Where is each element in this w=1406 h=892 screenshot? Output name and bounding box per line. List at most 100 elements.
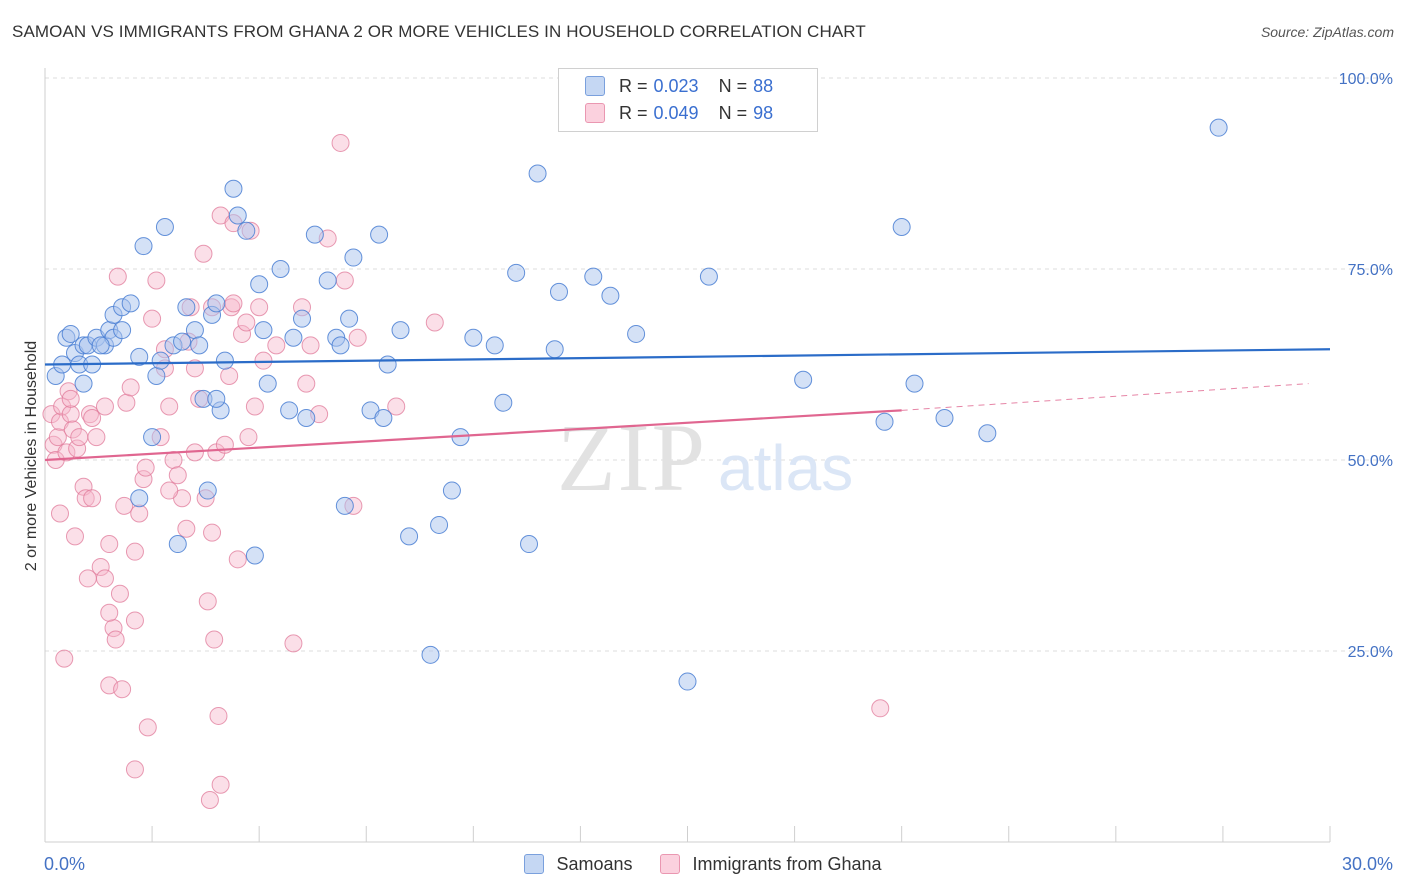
tick-labels: 25.0% 50.0% 75.0% 100.0% 0.0% 30.0%	[44, 71, 1393, 874]
data-point-samoans	[280, 401, 299, 420]
legend-n-value: 98	[753, 102, 774, 123]
data-point-samoans	[113, 321, 132, 340]
data-point-ghana	[125, 542, 144, 561]
data-point-samoans	[794, 370, 813, 389]
data-point-samoans	[271, 260, 290, 278]
data-point-ghana	[91, 557, 110, 576]
data-point-ghana	[100, 535, 119, 554]
data-point-ghana	[164, 451, 183, 469]
data-point-ghana	[76, 489, 95, 508]
y-axis-title: 2 or more Vehicles in Household	[23, 341, 40, 571]
y-tick-label: 100.0%	[1339, 71, 1393, 88]
data-point-ghana	[115, 496, 134, 515]
legend-swatch-pink	[660, 854, 681, 874]
data-point-samoans	[143, 428, 162, 447]
data-point-ghana	[205, 630, 224, 649]
data-point-samoans	[935, 408, 954, 427]
data-point-ghana	[138, 718, 157, 737]
data-point-samoans	[151, 351, 170, 370]
data-point-samoans	[464, 328, 483, 347]
data-point-ghana	[233, 324, 252, 343]
data-point-ghana	[59, 382, 78, 401]
data-point-samoans	[61, 324, 80, 343]
trend-line-ghana	[44, 409, 902, 462]
data-point-ghana	[121, 378, 140, 397]
data-point-ghana	[160, 397, 179, 416]
data-point-ghana	[143, 309, 162, 328]
data-point-ghana	[136, 458, 155, 477]
data-point-ghana	[198, 592, 217, 611]
data-point-samoans	[147, 366, 166, 385]
data-point-ghana	[239, 428, 258, 447]
data-point-ghana	[200, 790, 219, 809]
data-point-samoans	[173, 332, 192, 351]
legend-swatch-pink	[585, 103, 605, 123]
data-point-samoans	[177, 298, 196, 317]
data-point-samoans	[297, 408, 316, 427]
data-point-ghana	[168, 466, 187, 485]
data-point-ghana	[95, 569, 114, 588]
data-point-samoans	[494, 393, 513, 412]
watermark: ZIP atlas	[557, 404, 853, 511]
data-point-samoans	[254, 321, 273, 340]
data-point-samoans	[130, 489, 149, 508]
y-tick-label: 50.0%	[1348, 453, 1393, 470]
data-point-ghana	[245, 397, 264, 416]
data-point-ghana	[48, 428, 67, 447]
data-point-samoans	[190, 336, 209, 355]
data-point-samoans	[601, 286, 620, 305]
x-tick-label: 0.0%	[44, 854, 85, 874]
data-point-samoans	[875, 412, 894, 431]
data-point-samoans	[91, 336, 110, 355]
data-point-samoans	[507, 263, 526, 282]
stats-legend: R = 0.023 N = 88 R = 0.049 N = 98	[558, 68, 818, 132]
data-point-samoans	[198, 481, 217, 500]
data-point-ghana	[335, 271, 354, 290]
data-point-ghana	[185, 359, 204, 378]
data-point-samoans	[335, 496, 354, 515]
legend-item-samoans: Samoans	[524, 854, 632, 875]
data-point-ghana	[211, 775, 230, 794]
data-point-ghana	[125, 611, 144, 630]
watermark-zip: ZIP	[557, 404, 707, 511]
data-point-samoans	[892, 217, 911, 236]
legend-swatch-blue	[585, 76, 605, 96]
legend-r-value: 0.023	[653, 75, 699, 96]
data-point-ghana	[57, 443, 76, 462]
data-point-ghana	[113, 680, 132, 699]
legend-n-label: N =	[718, 102, 748, 123]
data-point-ghana	[83, 489, 102, 508]
data-point-samoans	[134, 237, 153, 256]
data-point-samoans	[528, 164, 547, 183]
data-point-ghana	[65, 527, 84, 546]
legend-r-label: R =	[619, 102, 648, 123]
data-point-ghana	[63, 420, 82, 439]
data-point-ghana	[110, 584, 129, 603]
data-point-samoans	[400, 527, 419, 546]
data-point-samoans	[228, 206, 247, 225]
data-point-samoans	[258, 374, 277, 393]
legend-item-ghana: Immigrants from Ghana	[660, 853, 882, 875]
series-samoans-points	[46, 118, 1228, 691]
data-point-samoans	[207, 294, 226, 313]
data-point-ghana	[160, 481, 179, 500]
data-point-ghana	[83, 408, 102, 427]
data-point-ghana	[203, 523, 222, 542]
legend-label-ghana: Immigrants from Ghana	[692, 853, 882, 874]
data-point-ghana	[61, 405, 80, 424]
data-point-samoans	[584, 267, 603, 286]
data-point-ghana	[55, 649, 74, 668]
data-point-samoans	[391, 321, 410, 340]
data-point-ghana	[228, 550, 247, 569]
data-point-ghana	[134, 470, 153, 489]
data-point-ghana	[108, 267, 127, 286]
watermark-atlas: atlas	[718, 432, 853, 504]
data-point-samoans	[374, 408, 393, 427]
data-point-ghana	[267, 336, 286, 355]
axes-layer	[44, 68, 1331, 843]
y-tick-label: 75.0%	[1348, 262, 1393, 279]
data-point-ghana	[130, 504, 149, 523]
data-point-ghana	[177, 519, 196, 538]
data-point-samoans	[905, 374, 924, 393]
